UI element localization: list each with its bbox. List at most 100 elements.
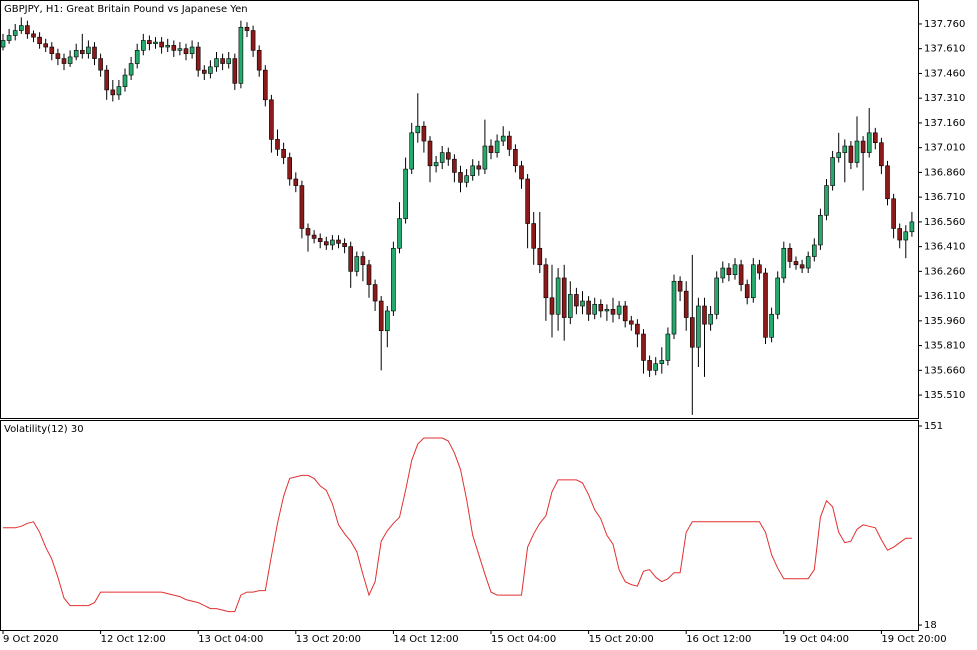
- candle-body: [403, 168, 408, 219]
- candle-body: [67, 56, 73, 64]
- candle-body: [714, 277, 720, 315]
- candle-body: [897, 228, 903, 241]
- y-tick-label: 18: [924, 620, 937, 631]
- y-tick-label: 137.310: [924, 93, 965, 104]
- x-tick-label: 19 Oct 04:00: [784, 634, 849, 645]
- candle-body: [641, 333, 646, 361]
- candle-body: [482, 145, 488, 170]
- candle-body: [604, 309, 610, 312]
- candle-body: [787, 247, 793, 262]
- candle-body: [128, 63, 134, 76]
- candle-body: [738, 264, 744, 285]
- indicator-line: [3, 437, 912, 613]
- candle-body: [653, 363, 659, 371]
- candle-body: [793, 261, 799, 266]
- candle-body: [421, 125, 427, 142]
- candle-body: [177, 48, 183, 51]
- candle-body: [616, 305, 622, 315]
- candle-body: [665, 333, 671, 361]
- candle-body: [757, 264, 762, 274]
- candle-body: [323, 241, 329, 246]
- indicator-pane-frame: [0, 420, 919, 631]
- candle-body: [336, 239, 341, 244]
- candle-body: [781, 247, 787, 279]
- indicator-title: Volatility(12) 30: [4, 424, 84, 435]
- y-tick-label: 137.610: [924, 44, 965, 55]
- candle-body: [372, 284, 378, 302]
- candle-body: [879, 142, 884, 167]
- x-tick-label: 13 Oct 04:00: [198, 634, 263, 645]
- candle-body: [354, 256, 360, 272]
- candle-body: [153, 41, 158, 45]
- candle-body: [202, 69, 207, 74]
- candle-body: [598, 304, 604, 312]
- candle-body: [519, 165, 524, 180]
- y-tick-label: 135.810: [924, 341, 965, 352]
- candle-body: [73, 50, 79, 58]
- price-pane-frame: [0, 0, 919, 419]
- candle-body: [513, 149, 518, 167]
- candle-body: [122, 74, 128, 87]
- candle-body: [250, 30, 256, 51]
- candle-body: [799, 264, 805, 269]
- y-tick-label: 136.260: [924, 266, 965, 277]
- candle-body: [708, 313, 713, 325]
- candle-body: [769, 313, 774, 338]
- candle-body: [848, 145, 854, 163]
- candle-body: [293, 178, 299, 186]
- candle-body: [238, 26, 244, 84]
- candle-body: [378, 300, 384, 332]
- candle-body: [116, 86, 122, 96]
- candle-body: [677, 280, 683, 292]
- candle-body: [439, 152, 445, 163]
- x-tick-label: 13 Oct 20:00: [296, 634, 361, 645]
- candle-body: [476, 165, 482, 170]
- x-tick-label: 15 Oct 20:00: [589, 634, 654, 645]
- candle-body: [183, 48, 189, 54]
- candle-body: [98, 58, 103, 71]
- candle-body: [80, 50, 85, 54]
- candle-body: [159, 41, 164, 48]
- candle-body: [6, 35, 12, 41]
- candle-body: [659, 360, 665, 365]
- candle-body: [25, 25, 30, 35]
- y-tick-label: 135.510: [924, 390, 965, 401]
- candle-body: [866, 132, 872, 153]
- candle-body: [366, 264, 372, 285]
- candle-body: [622, 305, 628, 322]
- y-tick-label: 136.410: [924, 242, 965, 253]
- candle-body: [860, 140, 866, 153]
- candle-body: [903, 231, 909, 241]
- candle-body: [220, 58, 225, 64]
- y-tick-label: 137.760: [924, 19, 965, 30]
- candle-body: [580, 300, 585, 307]
- candle-body: [872, 132, 878, 144]
- candle-body: [256, 50, 262, 71]
- x-tick-label: 14 Oct 12:00: [393, 634, 458, 645]
- candle-body: [891, 198, 896, 229]
- candle-body: [610, 309, 616, 315]
- x-tick-label: 19 Oct 20:00: [881, 634, 946, 645]
- candle-body: [531, 223, 537, 249]
- candle-body: [86, 46, 91, 54]
- candle-body: [549, 297, 555, 315]
- y-tick-label: 137.160: [924, 118, 965, 129]
- candle-body: [555, 277, 561, 315]
- candle-body: [592, 304, 598, 315]
- candle-body: [830, 157, 835, 186]
- candle-body: [744, 284, 750, 299]
- candle-body: [543, 264, 549, 299]
- candle-body: [506, 135, 512, 150]
- candle-body: [269, 99, 274, 140]
- candle-body: [342, 243, 347, 247]
- candle-body: [775, 277, 781, 315]
- candle-body: [561, 277, 567, 318]
- candle-body: [702, 305, 707, 325]
- candle-body: [445, 152, 451, 160]
- candle-body: [427, 140, 433, 167]
- candle-body: [305, 228, 311, 236]
- candle-body: [750, 264, 756, 299]
- candle-body: [763, 272, 768, 338]
- candle-body: [281, 149, 286, 158]
